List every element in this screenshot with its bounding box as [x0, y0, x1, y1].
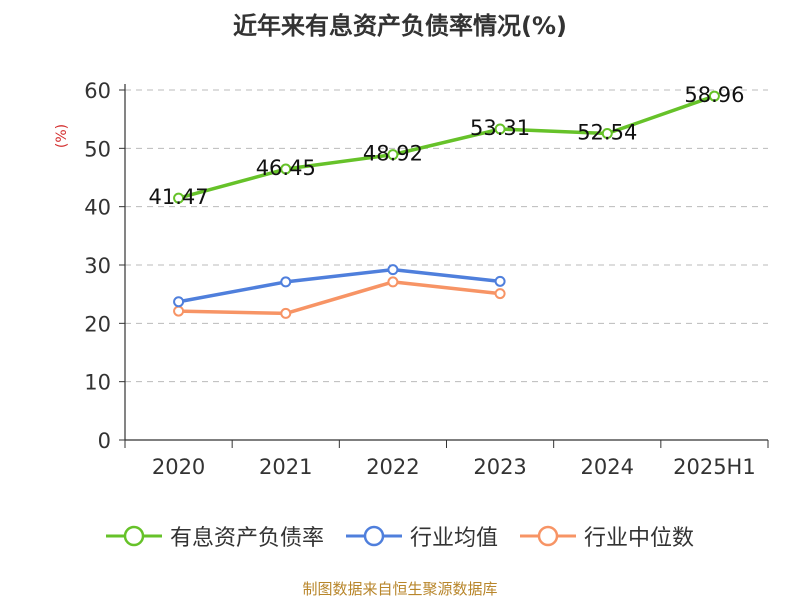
data-point	[601, 128, 613, 140]
x-tick-label: 2020	[152, 455, 205, 479]
series-line	[178, 267, 501, 304]
legend: 有息资产负债率 行业均值 行业中位数	[0, 520, 800, 552]
y-tick-label: 0	[98, 429, 111, 453]
data-point	[494, 123, 506, 135]
data-point	[387, 264, 399, 276]
data-label: 58.96	[684, 83, 744, 107]
data-point	[280, 163, 292, 175]
data-point	[387, 276, 399, 288]
legend-label: 行业中位数	[584, 526, 695, 551]
data-label: 52.54	[577, 121, 637, 145]
x-tick-label: 2024	[581, 455, 634, 479]
legend-swatch-green	[105, 525, 162, 547]
data-point	[280, 276, 292, 288]
y-tick-label: 60	[84, 79, 111, 103]
data-label: 53.31	[470, 116, 530, 140]
data-point	[494, 275, 506, 287]
data-label: 46.45	[256, 156, 316, 180]
data-label: 41.47	[149, 185, 209, 209]
series-line	[178, 94, 715, 200]
x-tick-label: 2021	[259, 455, 312, 479]
chart-title: 近年来有息资产负债率情况(%)	[233, 12, 567, 40]
y-tick-label: 20	[84, 312, 111, 336]
data-point	[173, 305, 185, 317]
legend-swatch-orange	[520, 525, 576, 547]
legend-label: 行业均值	[409, 526, 498, 551]
series-line	[178, 280, 501, 316]
legend-item-industry-average[interactable]: 行业均值	[345, 520, 498, 552]
legend-label: 有息资产负债率	[169, 526, 324, 551]
data-label: 48.92	[363, 142, 423, 166]
data-point	[708, 90, 720, 102]
y-tick-label: 30	[84, 254, 111, 278]
data-point	[280, 307, 292, 319]
y-tick-label: 40	[84, 196, 111, 220]
data-point	[494, 288, 506, 300]
legend-swatch-blue	[345, 525, 402, 547]
data-point	[387, 149, 399, 161]
x-tick-label: 2025H1	[673, 455, 756, 479]
legend-item-industry-median[interactable]: 行业中位数	[520, 520, 694, 552]
data-point	[173, 296, 185, 308]
source-note: 制图数据来自恒生聚源数据库	[302, 580, 498, 598]
legend-item-interest-bearing-ratio[interactable]: 有息资产负债率	[105, 520, 324, 552]
y-tick-label: 50	[84, 137, 111, 161]
x-tick-label: 2022	[366, 455, 419, 479]
data-point	[173, 192, 185, 204]
x-tick-label: 2023	[473, 455, 526, 479]
y-tick-label: 10	[84, 371, 111, 395]
